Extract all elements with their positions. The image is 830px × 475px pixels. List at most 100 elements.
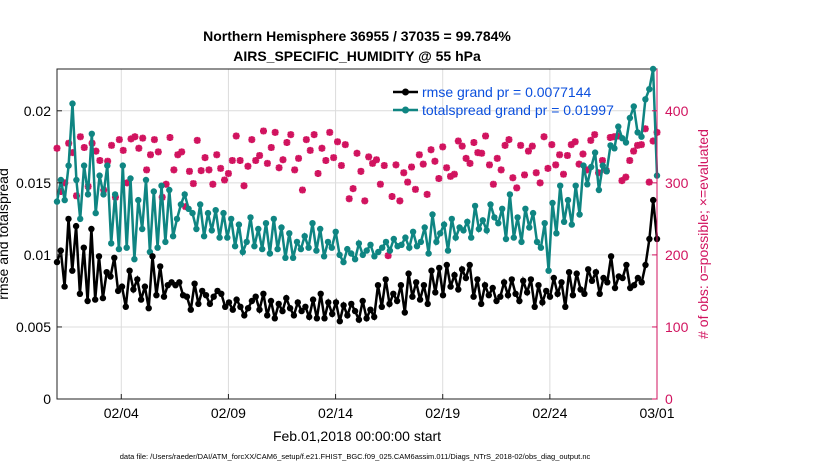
data-point bbox=[274, 245, 281, 253]
obs-count-marker bbox=[626, 157, 634, 165]
data-point bbox=[298, 307, 305, 315]
data-point bbox=[57, 247, 64, 254]
data-point bbox=[65, 162, 72, 169]
obs-count-marker bbox=[419, 160, 427, 168]
data-point bbox=[634, 274, 642, 282]
data-point bbox=[88, 130, 96, 137]
data-file-footer: data file: /Users/raeder/DAI/ATM_forcXX/… bbox=[120, 452, 591, 461]
obs-count-marker bbox=[92, 147, 100, 155]
data-point bbox=[433, 238, 440, 246]
obs-count-marker bbox=[314, 169, 322, 177]
data-point bbox=[157, 263, 164, 270]
obs-count-marker bbox=[400, 169, 408, 177]
data-point bbox=[348, 250, 355, 257]
data-point bbox=[127, 175, 134, 182]
data-point bbox=[386, 300, 393, 308]
obs-count-marker bbox=[447, 172, 455, 180]
data-point bbox=[266, 250, 274, 257]
data-point bbox=[611, 145, 618, 152]
y-axis-label: rmse and totalspread bbox=[0, 168, 11, 300]
obs-count-marker bbox=[384, 252, 392, 260]
data-point bbox=[344, 245, 351, 253]
obs-count-marker bbox=[291, 166, 299, 174]
data-point bbox=[324, 238, 332, 246]
chart-subtitle: AIRS_SPECIFIC_HUMIDITY @ 55 hPa bbox=[233, 48, 481, 64]
obs-count-marker bbox=[337, 162, 345, 170]
data-point bbox=[382, 238, 390, 246]
obs-count-marker bbox=[567, 141, 575, 149]
data-point bbox=[379, 244, 386, 251]
data-point bbox=[220, 209, 227, 217]
data-point bbox=[443, 261, 450, 269]
data-point bbox=[210, 293, 217, 300]
data-point bbox=[225, 299, 233, 306]
obs-count-marker bbox=[649, 137, 657, 145]
obs-count-marker bbox=[361, 197, 369, 205]
data-point bbox=[558, 279, 565, 286]
data-point bbox=[177, 201, 185, 208]
obs-count-marker bbox=[548, 141, 556, 149]
data-point bbox=[514, 214, 521, 221]
data-point bbox=[554, 290, 561, 297]
data-point bbox=[135, 196, 142, 204]
data-point bbox=[623, 261, 630, 269]
data-point bbox=[464, 218, 471, 225]
data-point bbox=[149, 253, 156, 260]
data-point bbox=[527, 276, 535, 283]
obs-count-marker bbox=[182, 203, 190, 211]
data-point bbox=[506, 191, 514, 198]
obs-count-marker bbox=[497, 166, 505, 174]
data-point bbox=[642, 261, 649, 269]
obs-count-marker bbox=[267, 144, 275, 152]
data-point bbox=[126, 267, 133, 274]
obs-count-marker bbox=[221, 176, 229, 184]
data-point bbox=[166, 186, 173, 194]
data-point bbox=[638, 133, 645, 140]
data-point bbox=[264, 312, 271, 319]
data-point bbox=[359, 251, 366, 259]
obs-count-marker bbox=[108, 141, 116, 149]
data-point bbox=[520, 277, 527, 284]
obs-count-marker bbox=[69, 149, 77, 157]
data-point bbox=[564, 196, 572, 204]
obs-count-marker bbox=[579, 150, 587, 158]
data-point bbox=[107, 273, 114, 280]
obs-count-marker bbox=[369, 159, 377, 167]
data-point bbox=[181, 191, 188, 198]
obs-count-marker bbox=[279, 156, 287, 164]
obs-count-marker bbox=[606, 133, 614, 141]
data-point bbox=[363, 315, 370, 322]
obs-count-marker bbox=[622, 173, 630, 181]
obs-count-marker bbox=[372, 156, 380, 164]
data-point bbox=[405, 270, 412, 277]
data-point bbox=[386, 247, 394, 254]
data-point bbox=[355, 316, 363, 323]
data-point bbox=[393, 297, 401, 305]
data-point bbox=[432, 289, 439, 296]
obs-count-marker bbox=[431, 157, 439, 165]
data-point bbox=[649, 65, 657, 73]
data-point bbox=[193, 225, 200, 233]
data-point bbox=[541, 220, 548, 227]
data-point bbox=[585, 266, 592, 273]
data-point bbox=[499, 205, 506, 212]
data-point bbox=[634, 129, 641, 136]
obs-count-marker bbox=[528, 142, 536, 150]
data-point bbox=[630, 282, 638, 289]
obs-count-marker bbox=[610, 133, 618, 141]
data-point bbox=[92, 296, 99, 303]
data-point bbox=[458, 266, 466, 273]
data-point bbox=[502, 235, 510, 243]
data-point bbox=[92, 209, 99, 217]
data-point bbox=[460, 227, 467, 234]
data-point bbox=[493, 297, 500, 305]
obs-count-marker bbox=[256, 151, 264, 159]
data-point bbox=[290, 312, 298, 319]
data-point bbox=[550, 274, 557, 282]
data-point bbox=[65, 215, 72, 223]
obs-count-marker bbox=[544, 164, 552, 172]
obs-count-marker bbox=[271, 128, 279, 136]
data-point bbox=[224, 234, 231, 241]
y2-tick-label: 100 bbox=[665, 319, 689, 335]
data-point bbox=[588, 277, 596, 284]
